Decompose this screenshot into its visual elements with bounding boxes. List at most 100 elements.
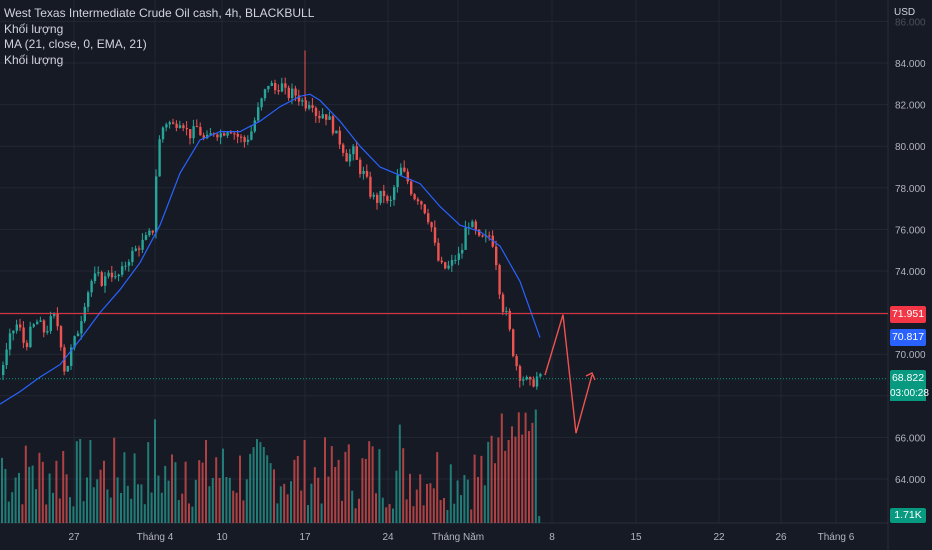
volume-bar xyxy=(208,486,211,523)
volume-bar xyxy=(194,479,197,523)
candle-body xyxy=(369,176,372,197)
candle-body xyxy=(399,167,403,176)
candle-body xyxy=(478,229,481,236)
volume-bar xyxy=(109,497,112,523)
volume-bar xyxy=(154,419,156,523)
candle-body xyxy=(297,95,301,102)
volume-bar xyxy=(89,439,92,523)
candle-body xyxy=(29,326,32,348)
candle-body xyxy=(12,330,15,334)
volume-bar xyxy=(500,413,503,523)
candle-body xyxy=(158,139,161,177)
price-tick-label: 74.000 xyxy=(895,267,926,278)
volume-bar xyxy=(269,463,272,523)
candle-body xyxy=(250,131,253,140)
candle-body xyxy=(46,331,49,333)
volume-bar xyxy=(167,480,170,523)
candle-body xyxy=(131,250,134,263)
candle-body xyxy=(56,313,59,327)
candle-body xyxy=(5,349,8,366)
volume-bar xyxy=(116,477,119,523)
candle-body xyxy=(512,329,515,357)
legend-symbol[interactable]: West Texas Intermediate Crude Oil cash, … xyxy=(4,6,315,20)
candle-body xyxy=(253,120,256,132)
candle-body xyxy=(216,134,219,138)
price-tick-label: 84.000 xyxy=(895,59,926,70)
volume-bar xyxy=(497,437,500,523)
candle-body xyxy=(515,356,518,367)
volume-bar xyxy=(371,446,374,523)
volume-bar xyxy=(252,447,255,523)
candle-body xyxy=(178,125,182,128)
candle-body xyxy=(444,262,447,269)
volume-bar xyxy=(171,454,173,523)
volume-bar xyxy=(14,477,17,523)
volume-bar xyxy=(123,452,126,523)
candle-body xyxy=(226,132,229,136)
volume-bar xyxy=(65,474,68,523)
volume-bar xyxy=(249,453,252,523)
candle-body xyxy=(124,265,127,267)
candle-body xyxy=(539,374,542,377)
ema-line xyxy=(0,93,541,405)
candle-body xyxy=(471,221,474,228)
volume-bar xyxy=(432,488,435,523)
volume-bar xyxy=(415,489,418,523)
candle-body xyxy=(437,242,440,261)
volume-bar xyxy=(1,457,3,523)
candle-body xyxy=(182,125,185,129)
candle-body xyxy=(393,187,396,200)
candle-body xyxy=(151,230,154,233)
candle-body xyxy=(192,126,195,139)
candle-body xyxy=(331,116,335,134)
volume-bar xyxy=(218,477,221,523)
candle-body xyxy=(66,365,69,372)
volume-bar xyxy=(531,422,534,523)
legend-volume[interactable]: Khối lượng xyxy=(4,21,64,36)
volume-bar xyxy=(58,498,61,523)
volume-bar xyxy=(463,475,466,523)
time-tick-label: Tháng Năm xyxy=(432,532,484,543)
volume-bar xyxy=(320,503,323,523)
legend-volume-2[interactable]: Khối lượng xyxy=(4,52,64,67)
volume-bar xyxy=(7,501,10,523)
volume-bar xyxy=(11,492,14,523)
candle-body xyxy=(97,272,100,274)
volume-bar xyxy=(120,493,122,523)
candle-body xyxy=(172,122,175,124)
volume-bar xyxy=(375,493,377,523)
candle-body xyxy=(362,170,365,174)
volume-bar xyxy=(361,458,364,523)
candle-body xyxy=(386,196,389,201)
candle-body xyxy=(195,126,199,128)
candle-body xyxy=(42,320,46,333)
volume-bar xyxy=(439,500,442,523)
price-tick-label: 64.000 xyxy=(895,475,926,486)
volume-bar xyxy=(538,516,541,523)
candle-body xyxy=(22,327,25,343)
price-tick-label: 78.000 xyxy=(895,184,926,195)
candle-body xyxy=(233,133,236,135)
price-tick-label: 82.000 xyxy=(895,101,926,112)
candle-body xyxy=(396,175,399,188)
volume-bar xyxy=(470,509,473,523)
volume-bar xyxy=(239,455,241,523)
candle-body xyxy=(59,326,63,348)
volume-bar xyxy=(378,449,381,523)
volume-bar xyxy=(341,500,343,523)
volume-bar xyxy=(283,483,286,523)
candle-body xyxy=(36,321,39,325)
volume-bar xyxy=(405,499,408,523)
legend-ema[interactable]: MA (21, close, 0, EMA, 21) xyxy=(4,37,147,51)
time-tick-label: 26 xyxy=(775,532,787,543)
candle-body xyxy=(474,221,477,230)
volume-bar xyxy=(330,446,333,523)
volume-bar xyxy=(310,483,313,523)
candle-body xyxy=(185,128,188,130)
candle-body xyxy=(529,376,532,380)
candle-body xyxy=(495,246,498,266)
volume-bar xyxy=(69,497,71,523)
